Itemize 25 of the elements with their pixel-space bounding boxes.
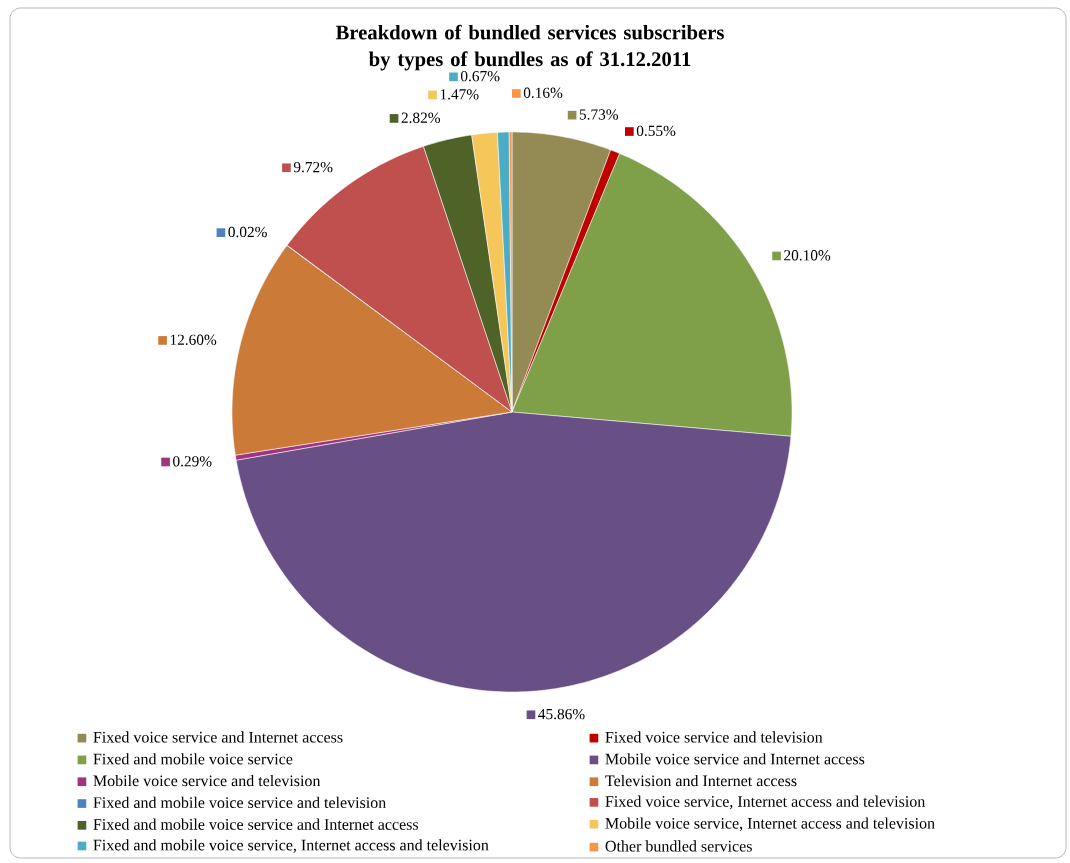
data-label: 9.72% — [293, 161, 333, 173]
data-label: 0.02% — [228, 226, 267, 238]
legend-label: Fixed and mobile voice service — [93, 753, 293, 765]
data-label: 0.29% — [173, 456, 212, 467]
legend-label: Television and Internet access — [605, 774, 797, 787]
legend-label: Fixed voice service, Internet access and television — [605, 795, 926, 810]
data-label: 0.55% — [636, 125, 676, 137]
data-label: 0.16% — [523, 87, 563, 98]
legend-label: Mobile voice service and television — [93, 774, 321, 787]
data-label: 0.67% — [460, 70, 500, 82]
legend-label: Fixed and mobile voice service, Internet access and television — [93, 839, 489, 853]
legend-label: Other bundled services — [605, 840, 752, 852]
legend-label: Fixed and mobile voice service and Internet access — [93, 818, 419, 830]
data-label: 2.82% — [401, 112, 441, 123]
legend-label: Fixed voice service and television — [605, 731, 823, 743]
legend-label: Fixed voice service and Internet access — [93, 731, 343, 743]
data-label: 45.86% — [538, 708, 585, 720]
chart-title: Breakdown of bundled services subscribers by types of bundles as of 31.12.2011 — [335, 24, 724, 71]
data-label: 5.73% — [579, 109, 619, 120]
data-label: 20.10% — [784, 250, 831, 261]
data-label: 1.47% — [440, 89, 479, 100]
data-label: 12.60% — [170, 334, 217, 345]
legend-label: Fixed and mobile voice service and television — [93, 796, 386, 809]
legend-label: Mobile voice service, Internet access and television — [605, 817, 935, 831]
legend-label: Mobile voice service and Internet access — [605, 753, 865, 765]
